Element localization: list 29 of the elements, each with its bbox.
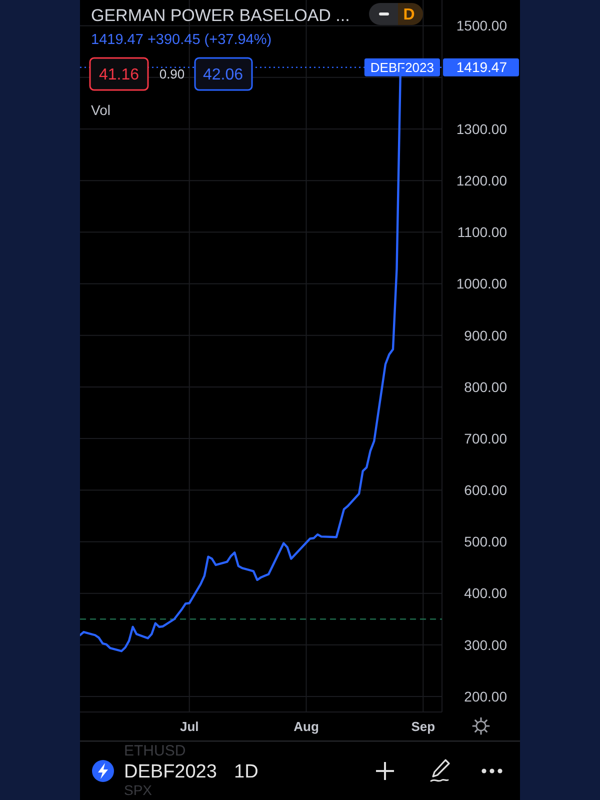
x-tick-label: Jul [180,719,199,734]
y-tick-label: 600.00 [464,482,508,498]
y-tick-label: 900.00 [464,327,508,344]
text: DEBF2023 [124,762,217,783]
text: SPX [124,782,153,798]
annotation: 41.16 [98,66,140,84]
y-tick-label: 700.00 [464,430,508,446]
x-tick-label: Sep [411,719,436,734]
y-tick-label: 400.00 [464,585,508,602]
annotation: 42.06 [202,66,244,84]
y-tick-label: 200.00 [464,688,508,704]
text: 1D [234,762,258,783]
x-tick-label: Aug [294,719,319,734]
y-tick-label: 1100.00 [457,224,508,240]
text: 1419.47 +390.45 (+37.94%) [91,32,272,48]
ref-line-label: 1419.47 [456,59,508,76]
y-tick-label: 1500.00 [456,18,508,34]
y-tick-label: 500.00 [464,534,508,550]
annotation: Vol [91,102,110,118]
y-tick-label: 1200.00 [456,172,508,188]
y-tick-label: 1300.00 [456,120,508,137]
annotation: 0.90 [159,66,185,82]
y-tick-label: 300.00 [464,636,508,653]
chart-title: GERMAN POWER BASELOAD ... [91,6,350,25]
annotation: D [403,6,415,24]
y-tick-label: 1000.00 [456,276,508,292]
series-label: DEBF2023 [370,60,434,75]
y-tick-label: 800.00 [464,378,508,395]
text: ETHUSD [124,742,186,760]
